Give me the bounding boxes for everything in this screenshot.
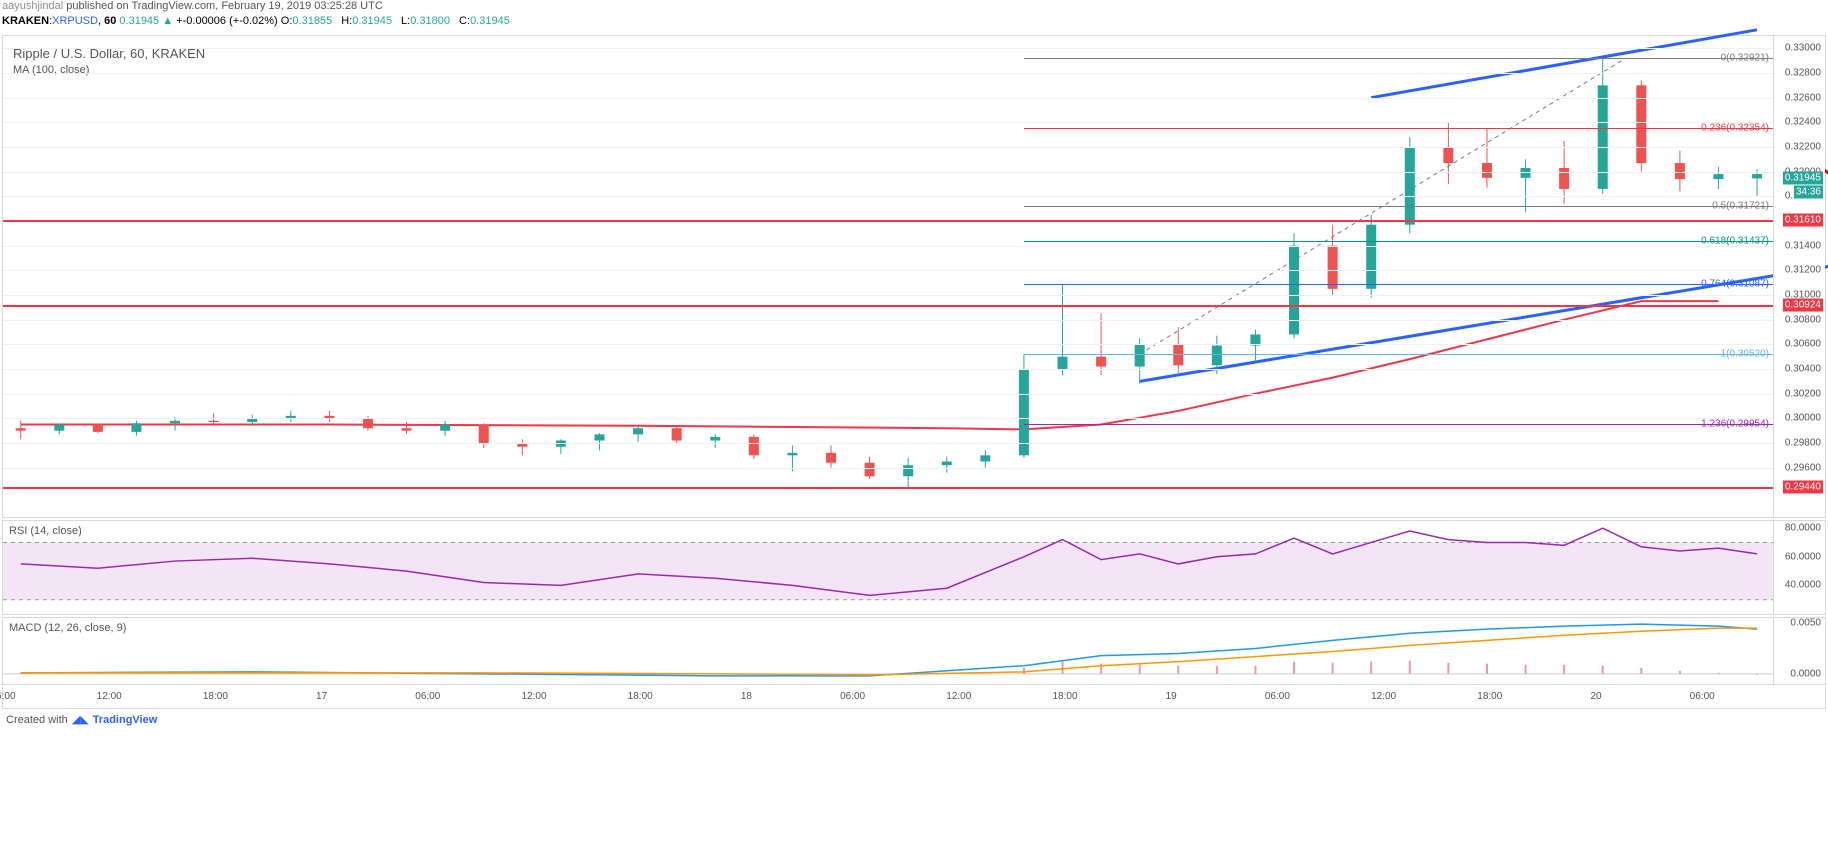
y-tick: 0.29800 <box>1785 438 1821 449</box>
x-tick: 20 <box>1590 691 1601 702</box>
y-tick: 0.32600 <box>1785 92 1821 103</box>
y-tick: 0.32200 <box>1785 142 1821 153</box>
y-tick: 0.30400 <box>1785 364 1821 375</box>
rsi-svg <box>3 521 1773 614</box>
x-tick: 06:00 <box>840 691 865 702</box>
current-price-badge: 0.31945 <box>1783 172 1823 185</box>
symbol-label: XRPUSD <box>52 15 98 27</box>
rsi-tick: 80.0000 <box>1785 523 1821 534</box>
y-tick: 0.30600 <box>1785 339 1821 350</box>
ohlc-h: 0.31945 <box>352 15 392 27</box>
x-tick: 19 <box>1166 691 1177 702</box>
price-plot[interactable] <box>3 36 1773 517</box>
change-value: +-0.00006 <box>176 15 226 27</box>
ohlc-c: 0.31945 <box>470 15 510 27</box>
y-tick: 0.30000 <box>1785 413 1821 424</box>
y-tick: 0.32400 <box>1785 117 1821 128</box>
rsi-plot <box>3 521 1773 614</box>
fib-label: 0(0.32921) <box>1721 53 1769 64</box>
y-tick: 0.31200 <box>1785 265 1821 276</box>
price-pane[interactable]: Ripple / U.S. Dollar, 60, KRAKEN MA (100… <box>2 35 1826 518</box>
fib-label: 0.5(0.31721) <box>1712 201 1769 212</box>
x-tick: 06:00 <box>1690 691 1715 702</box>
author-name: aayushjindal <box>2 0 63 12</box>
macd-y-axis: 0.0050 0.0000 <box>1773 618 1825 684</box>
x-tick: 12:00 <box>521 691 546 702</box>
fib-label: 0.236(0.32354) <box>1701 123 1769 134</box>
fib-label: 0.764(0.31087) <box>1701 279 1769 290</box>
x-tick: 06:00 <box>415 691 440 702</box>
arrow-up-icon: ▲ <box>162 15 173 27</box>
x-tick: 12:00 <box>1371 691 1396 702</box>
macd-svg <box>3 618 1773 684</box>
y-tick: 0.33000 <box>1785 43 1821 54</box>
x-tick: 06:00 <box>0 691 16 702</box>
fib-label: 1.236(0.29954) <box>1701 419 1769 430</box>
rsi-pane[interactable]: RSI (14, close) 80.000060.000040.0000 <box>2 520 1826 615</box>
ohlc-o: 0.31855 <box>292 15 332 27</box>
countdown-badge: 34:36 <box>1794 186 1823 199</box>
y-tick: 0.30200 <box>1785 388 1821 399</box>
chart-header: aayushjindal published on TradingView.co… <box>2 0 383 12</box>
x-tick: 18 <box>741 691 752 702</box>
x-tick: 12:00 <box>946 691 971 702</box>
x-tick: 17 <box>316 691 327 702</box>
ohlc-l: 0.31800 <box>410 15 450 27</box>
rsi-tick: 40.0000 <box>1785 580 1821 591</box>
x-tick: 12:00 <box>97 691 122 702</box>
macd-tick: 0.0050 <box>1790 618 1821 629</box>
y-tick: 0.31400 <box>1785 240 1821 251</box>
hline-badge: 0.30924 <box>1783 298 1823 311</box>
macd-pane[interactable]: MACD (12, 26, close, 9) 0.00500.0000 <box>2 617 1826 685</box>
y-tick: 0.29600 <box>1785 462 1821 473</box>
x-tick: 18:00 <box>628 691 653 702</box>
y-tick: 0.32800 <box>1785 68 1821 79</box>
footer-text: Created with <box>6 714 68 726</box>
macd-tick: 0.0000 <box>1790 668 1821 679</box>
x-tick: 18:00 <box>203 691 228 702</box>
symbol-bar: KRAKEN:XRPUSD, 60 0.31945 ▲ +-0.00006 (+… <box>2 15 516 27</box>
interval-label: 60 <box>104 15 116 27</box>
price-y-axis: 0.330000.328000.326000.324000.322000.320… <box>1773 36 1825 517</box>
y-tick: 0.30800 <box>1785 314 1821 325</box>
macd-plot <box>3 618 1773 684</box>
publish-info: published on TradingView.com, February 1… <box>66 0 383 12</box>
fib-label: 1(0.30520) <box>1721 349 1769 360</box>
exchange-label: KRAKEN <box>2 15 49 27</box>
brand-label: TradingView <box>93 714 158 726</box>
footer: Created with ◢◣ TradingView <box>6 713 157 726</box>
x-tick: 18:00 <box>1052 691 1077 702</box>
x-axis: 06:00 12:00 18:00 17 06:00 12:00 18:00 18 06:00 1… <box>2 687 1826 709</box>
rsi-y-axis: 80.0000 60.0000 40.0000 <box>1773 521 1825 614</box>
x-tick: 06:00 <box>1265 691 1290 702</box>
price-svg <box>3 36 1773 517</box>
x-tick: 18:00 <box>1477 691 1502 702</box>
hline-badge: 0.31610 <box>1783 213 1823 226</box>
change-pct: (+-0.02%) <box>229 15 278 27</box>
last-price: 0.31945 <box>119 15 159 27</box>
rsi-tick: 60.0000 <box>1785 551 1821 562</box>
tv-logo-icon: ◢◣ <box>72 713 89 726</box>
hline-badge: 0.29440 <box>1783 481 1823 494</box>
ohlc-block: O:0.31855 H:0.31945 L:0.31800 C:0.31945 <box>281 15 516 27</box>
fib-label: 0.618(0.31437) <box>1701 236 1769 247</box>
